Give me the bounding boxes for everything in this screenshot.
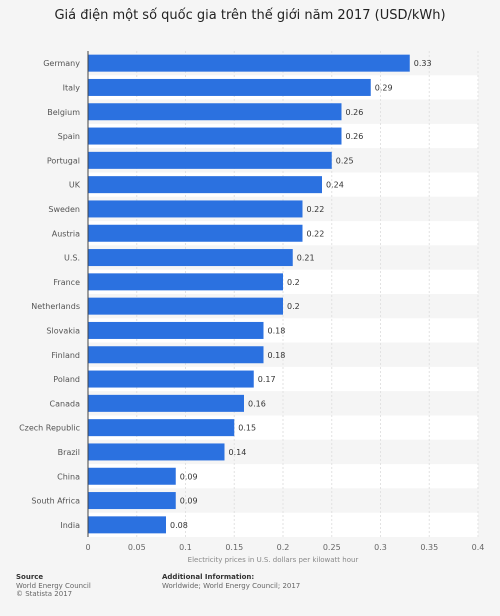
- category-label: Canada: [50, 399, 81, 408]
- value-label: 0.2: [287, 302, 300, 311]
- category-label: U.S.: [64, 254, 80, 263]
- category-label: Portugal: [47, 156, 80, 165]
- value-label: 0.09: [180, 472, 198, 481]
- category-label: India: [60, 521, 80, 530]
- additional-info-text: Worldwide; World Energy Council; 2017: [162, 581, 301, 590]
- bar-chart: 0 0.05 0.1 0.15 0.2 0.25 0.3 0.35 0.4 Germany 0.33…: [19, 51, 485, 564]
- category-label: Slovakia: [46, 326, 80, 335]
- bar: [88, 443, 225, 461]
- value-label: 0.2: [287, 278, 300, 287]
- source-line: World Energy Council: [16, 581, 91, 590]
- bar: [88, 346, 264, 364]
- bar: [88, 492, 176, 510]
- x-tick-label: 0.1: [179, 543, 192, 552]
- value-label: 0.26: [346, 132, 364, 141]
- value-label: 0.18: [268, 351, 286, 360]
- category-label: France: [53, 278, 80, 287]
- value-label: 0.33: [414, 59, 432, 68]
- category-label: South Africa: [31, 497, 80, 506]
- category-label: Austria: [52, 229, 80, 238]
- category-label: Netherlands: [31, 302, 80, 311]
- bar: [88, 151, 332, 169]
- bar: [88, 54, 410, 72]
- bar: [88, 419, 235, 437]
- value-label: 0.16: [248, 399, 266, 408]
- bar: [88, 467, 176, 485]
- category-label: Poland: [53, 375, 80, 384]
- x-tick-label: 0.4: [472, 543, 485, 552]
- bar: [88, 200, 303, 218]
- value-label: 0.22: [307, 229, 325, 238]
- category-label: China: [57, 472, 80, 481]
- value-label: 0.17: [258, 375, 276, 384]
- copyright-line: © Statista 2017: [16, 590, 73, 598]
- bar: [88, 176, 322, 194]
- bar: [88, 321, 264, 339]
- value-label: 0.18: [268, 326, 286, 335]
- bar: [88, 516, 166, 534]
- source-block: Source World Energy Council © Statista 2…: [16, 573, 91, 599]
- value-label: 0.15: [238, 424, 256, 433]
- value-label: 0.22: [307, 205, 325, 214]
- value-label: 0.21: [297, 254, 315, 263]
- value-label: 0.24: [326, 181, 344, 190]
- bar: [88, 370, 254, 388]
- category-label: Italy: [63, 83, 81, 92]
- x-tick-label: 0: [85, 543, 90, 552]
- x-axis-title: Electricity prices in U.S. dollars per k…: [188, 556, 359, 564]
- value-label: 0.26: [346, 108, 364, 117]
- category-label: Finland: [51, 351, 80, 360]
- x-tick-label: 0.3: [374, 543, 387, 552]
- bar: [88, 78, 371, 96]
- category-label: UK: [69, 181, 81, 190]
- value-label: 0.25: [336, 156, 354, 165]
- category-label: Spain: [58, 132, 80, 141]
- bar: [88, 127, 342, 145]
- category-label: Sweden: [48, 205, 80, 214]
- x-tick-label: 0.05: [128, 543, 146, 552]
- bar: [88, 224, 303, 242]
- additional-info-title: Additional Information:: [162, 573, 255, 581]
- value-label: 0.14: [229, 448, 247, 457]
- source-title: Source: [16, 573, 44, 581]
- category-label: Brazil: [58, 448, 80, 457]
- category-label: Czech Republic: [19, 424, 80, 433]
- value-label: 0.08: [170, 521, 188, 530]
- additional-info-block: Additional Information: Worldwide; World…: [162, 573, 300, 590]
- bar: [88, 297, 283, 315]
- value-label: 0.09: [180, 497, 198, 506]
- bar: [88, 273, 283, 291]
- x-tick-label: 0.35: [420, 543, 438, 552]
- bar: [88, 394, 244, 412]
- category-label: Germany: [43, 59, 80, 68]
- chart-title: Giá điện một số quốc gia trên thế giới n…: [54, 8, 446, 23]
- x-tick-label: 0.15: [225, 543, 243, 552]
- x-tick-label: 0.25: [323, 543, 341, 552]
- category-label: Belgium: [47, 108, 80, 117]
- value-label: 0.29: [375, 83, 393, 92]
- x-tick-label: 0.2: [277, 543, 290, 552]
- bar: [88, 249, 293, 267]
- bar: [88, 103, 342, 121]
